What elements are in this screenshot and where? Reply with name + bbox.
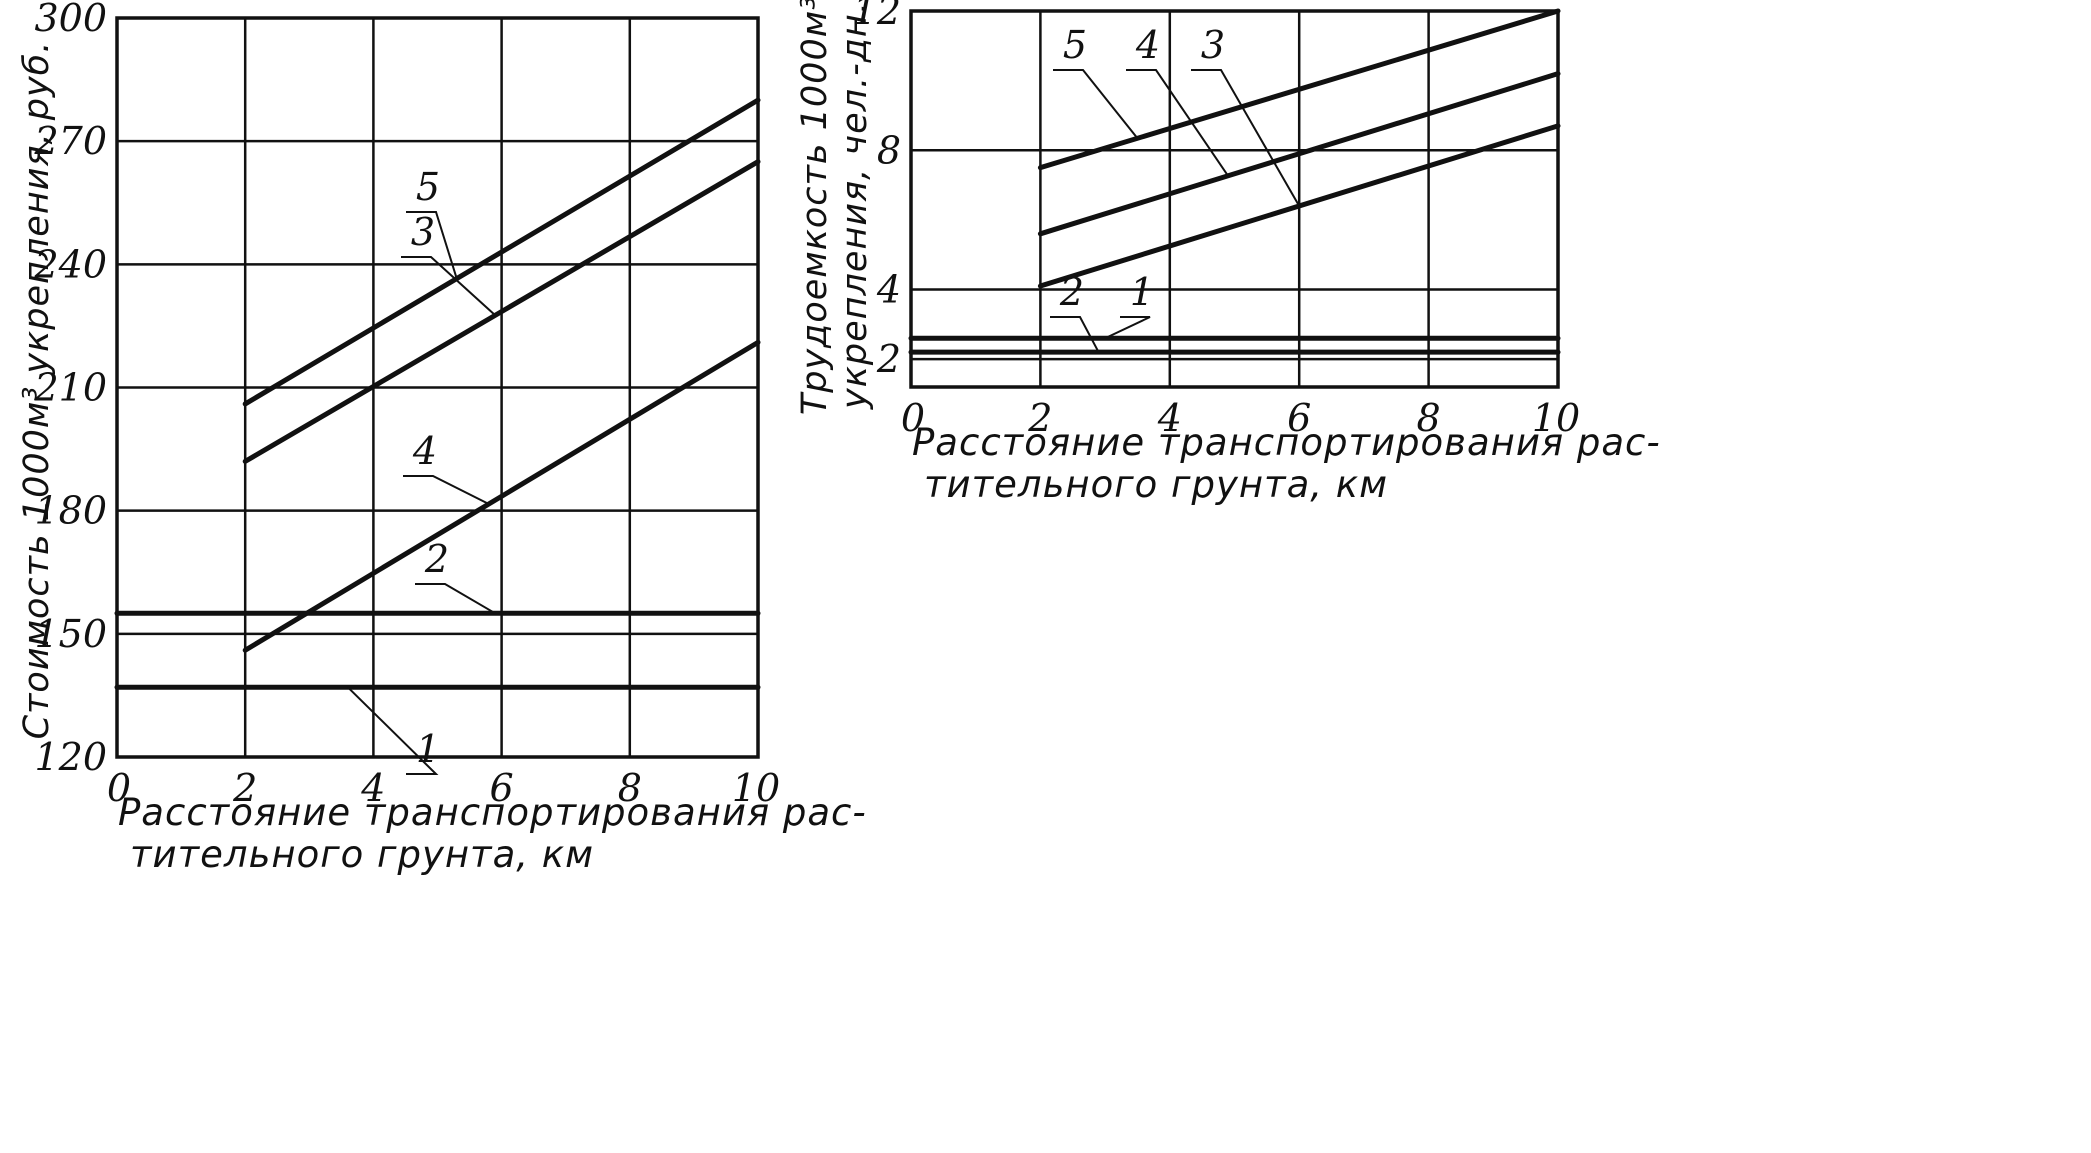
series-line-4 <box>1037 71 1561 237</box>
plot-frame <box>909 9 1560 389</box>
leader-line-1 <box>347 686 439 775</box>
y-tick-label: 12 <box>853 0 901 33</box>
leader-line-4 <box>403 475 490 505</box>
x-axis-label-line1: Расстояние транспортирования рас- <box>118 791 867 834</box>
x-tick-label: 0 <box>901 396 925 440</box>
x-tick-label: 4 <box>1157 396 1182 440</box>
y-axis-label-line1: Трудоемкость 1000м³ <box>795 0 835 415</box>
curve-label-1: 1 <box>1130 270 1154 314</box>
leader-line-2 <box>1050 316 1100 353</box>
curve-label-5: 5 <box>1063 23 1087 67</box>
series-line-5 <box>1037 8 1561 171</box>
leader-line-2 <box>415 583 496 615</box>
y-tick-label: 210 <box>33 366 107 410</box>
leader-line-1 <box>1104 316 1151 340</box>
curve-label-4: 4 <box>1135 23 1160 67</box>
chart-cost: 0 2 4 6 8 10 120 150 180 210 240 270 300 53 4 2 1 Расстоя… <box>17 0 867 876</box>
x-tick-label: 10 <box>1532 396 1580 440</box>
leader-line-5 <box>1053 69 1139 139</box>
leader-line-5 <box>406 211 458 279</box>
x-axis-label-line2: тительного грунта, км <box>924 463 1388 506</box>
y-tick-label: 120 <box>34 735 107 779</box>
curve-label-4: 4 <box>412 429 437 473</box>
y-tick-label: 4 <box>876 268 901 312</box>
x-tick-label: 10 <box>732 766 780 810</box>
y-tick-label: 8 <box>877 128 901 172</box>
series-line-3 <box>242 159 761 464</box>
x-tick-label: 8 <box>618 766 642 810</box>
x-axis-label-line1: Расстояние транспортирования рас- <box>912 421 1661 464</box>
x-tick-label: 4 <box>360 766 385 810</box>
y-tick-label: 300 <box>34 0 107 40</box>
leader-line-4 <box>1126 69 1229 177</box>
x-tick-label: 0 <box>107 766 131 810</box>
leader-line-3 <box>401 256 496 317</box>
curve-label-1: 1 <box>416 727 440 771</box>
x-axis-label-line2: тительного грунта, км <box>130 833 594 876</box>
y-tick-label: 180 <box>34 489 107 533</box>
series-line-5 <box>242 97 761 407</box>
leader-line-3 <box>1191 69 1301 207</box>
x-tick-label: 2 <box>1027 396 1052 440</box>
curve-label-2: 2 <box>424 537 449 581</box>
y-axis-label-line2: укрепления, чел.-дн. <box>835 1 875 410</box>
x-tick-label: 6 <box>490 766 514 810</box>
y-axis-label: Стоимость 1000м³ укрепления, руб. <box>17 41 57 740</box>
x-tick-label: 8 <box>1417 396 1441 440</box>
series-line-4 <box>242 339 761 653</box>
y-tick-label: 150 <box>34 612 107 656</box>
curve-label-2: 2 <box>1059 270 1084 314</box>
curve-label-3: 3 <box>411 210 435 254</box>
y-tick-label: 2 <box>876 337 901 381</box>
plot-frame <box>115 16 760 759</box>
curve-label-5: 5 <box>416 165 440 209</box>
x-tick-label: 6 <box>1287 396 1311 440</box>
x-tick-label: 2 <box>232 766 257 810</box>
curve-label-3: 3 <box>1201 23 1225 67</box>
y-tick-label: 240 <box>33 242 107 286</box>
y-tick-label: 270 <box>33 119 107 163</box>
